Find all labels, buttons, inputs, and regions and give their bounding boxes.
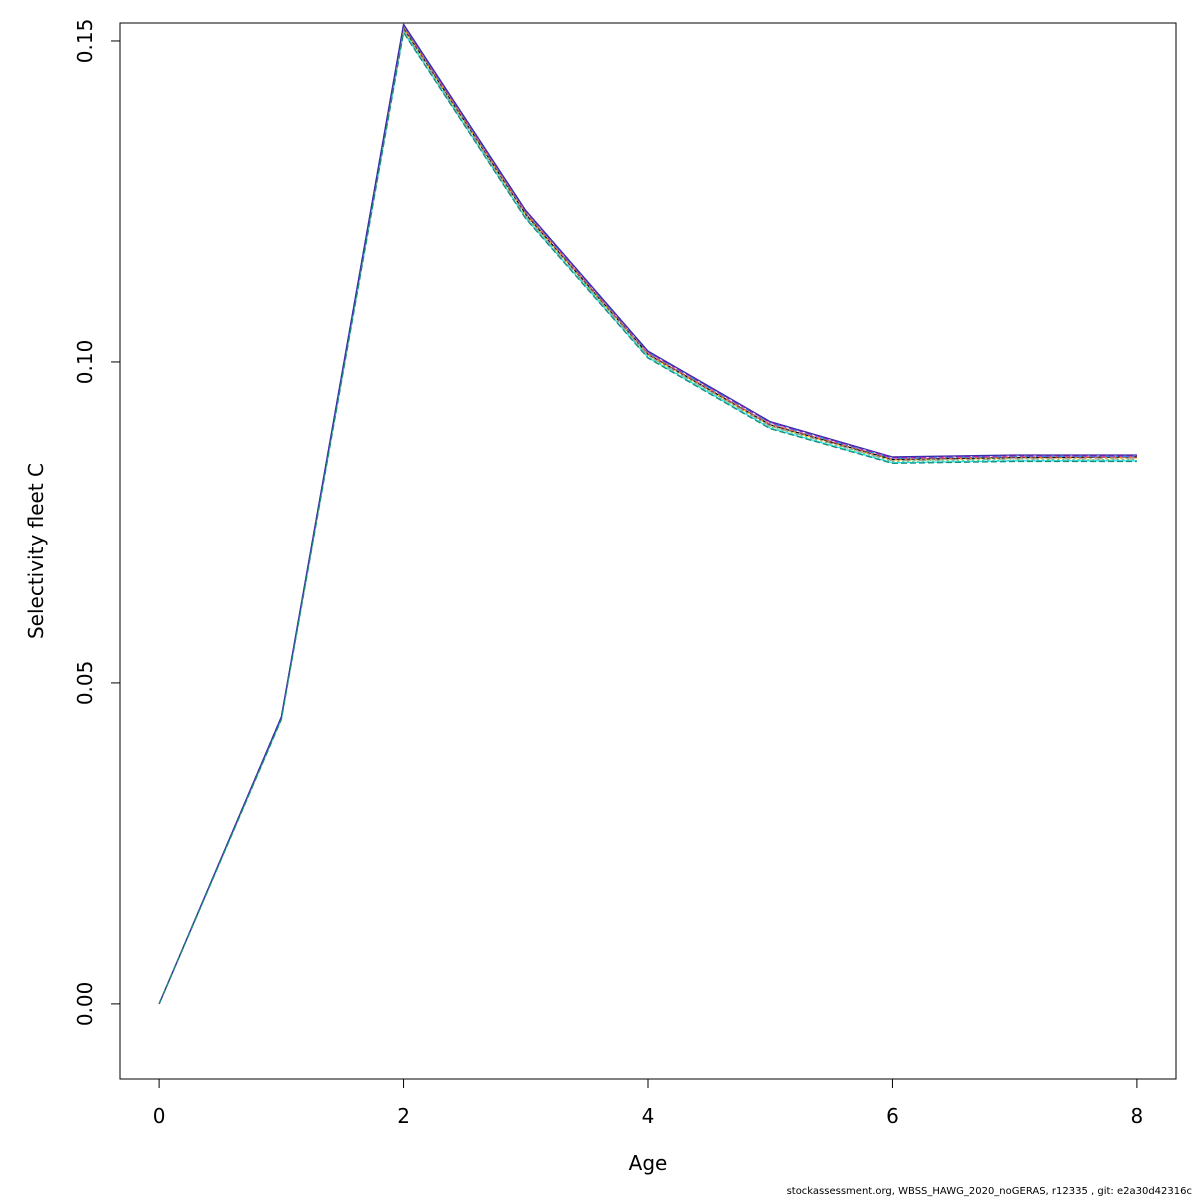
x-tick-label: 0	[153, 1104, 166, 1128]
y-tick-label: 0.00	[73, 982, 97, 1027]
series-line	[158, 24, 1137, 1005]
x-axis-title: Age	[629, 1151, 668, 1175]
footer-credit: stockassessment.org, WBSS_HAWG_2020_noGE…	[786, 1186, 1192, 1197]
series-layer	[158, 23, 1137, 1005]
series-line	[158, 31, 1137, 1005]
series-line	[158, 23, 1137, 1005]
x-axis: 0 2 4 6 8	[153, 1078, 1144, 1128]
y-tick-label: 0.05	[73, 661, 97, 706]
y-tick-label: 0.15	[73, 19, 97, 64]
x-tick-label: 6	[886, 1104, 899, 1128]
series-line	[158, 26, 1137, 1005]
y-axis-title: Selectivity fleet C	[24, 463, 48, 639]
x-tick-label: 8	[1131, 1104, 1144, 1128]
series-line	[158, 31, 1137, 1005]
series-line	[158, 27, 1137, 1005]
series-line	[158, 30, 1137, 1005]
x-tick-label: 4	[642, 1104, 655, 1128]
plot-frame	[119, 22, 1177, 1080]
series-line	[158, 28, 1137, 1005]
x-tick-label: 2	[397, 1104, 410, 1128]
series-line	[158, 29, 1137, 1005]
y-axis: 0.00 0.05 0.10 0.15	[73, 19, 121, 1027]
y-tick-label: 0.10	[73, 340, 97, 385]
series-line	[158, 24, 1137, 1005]
